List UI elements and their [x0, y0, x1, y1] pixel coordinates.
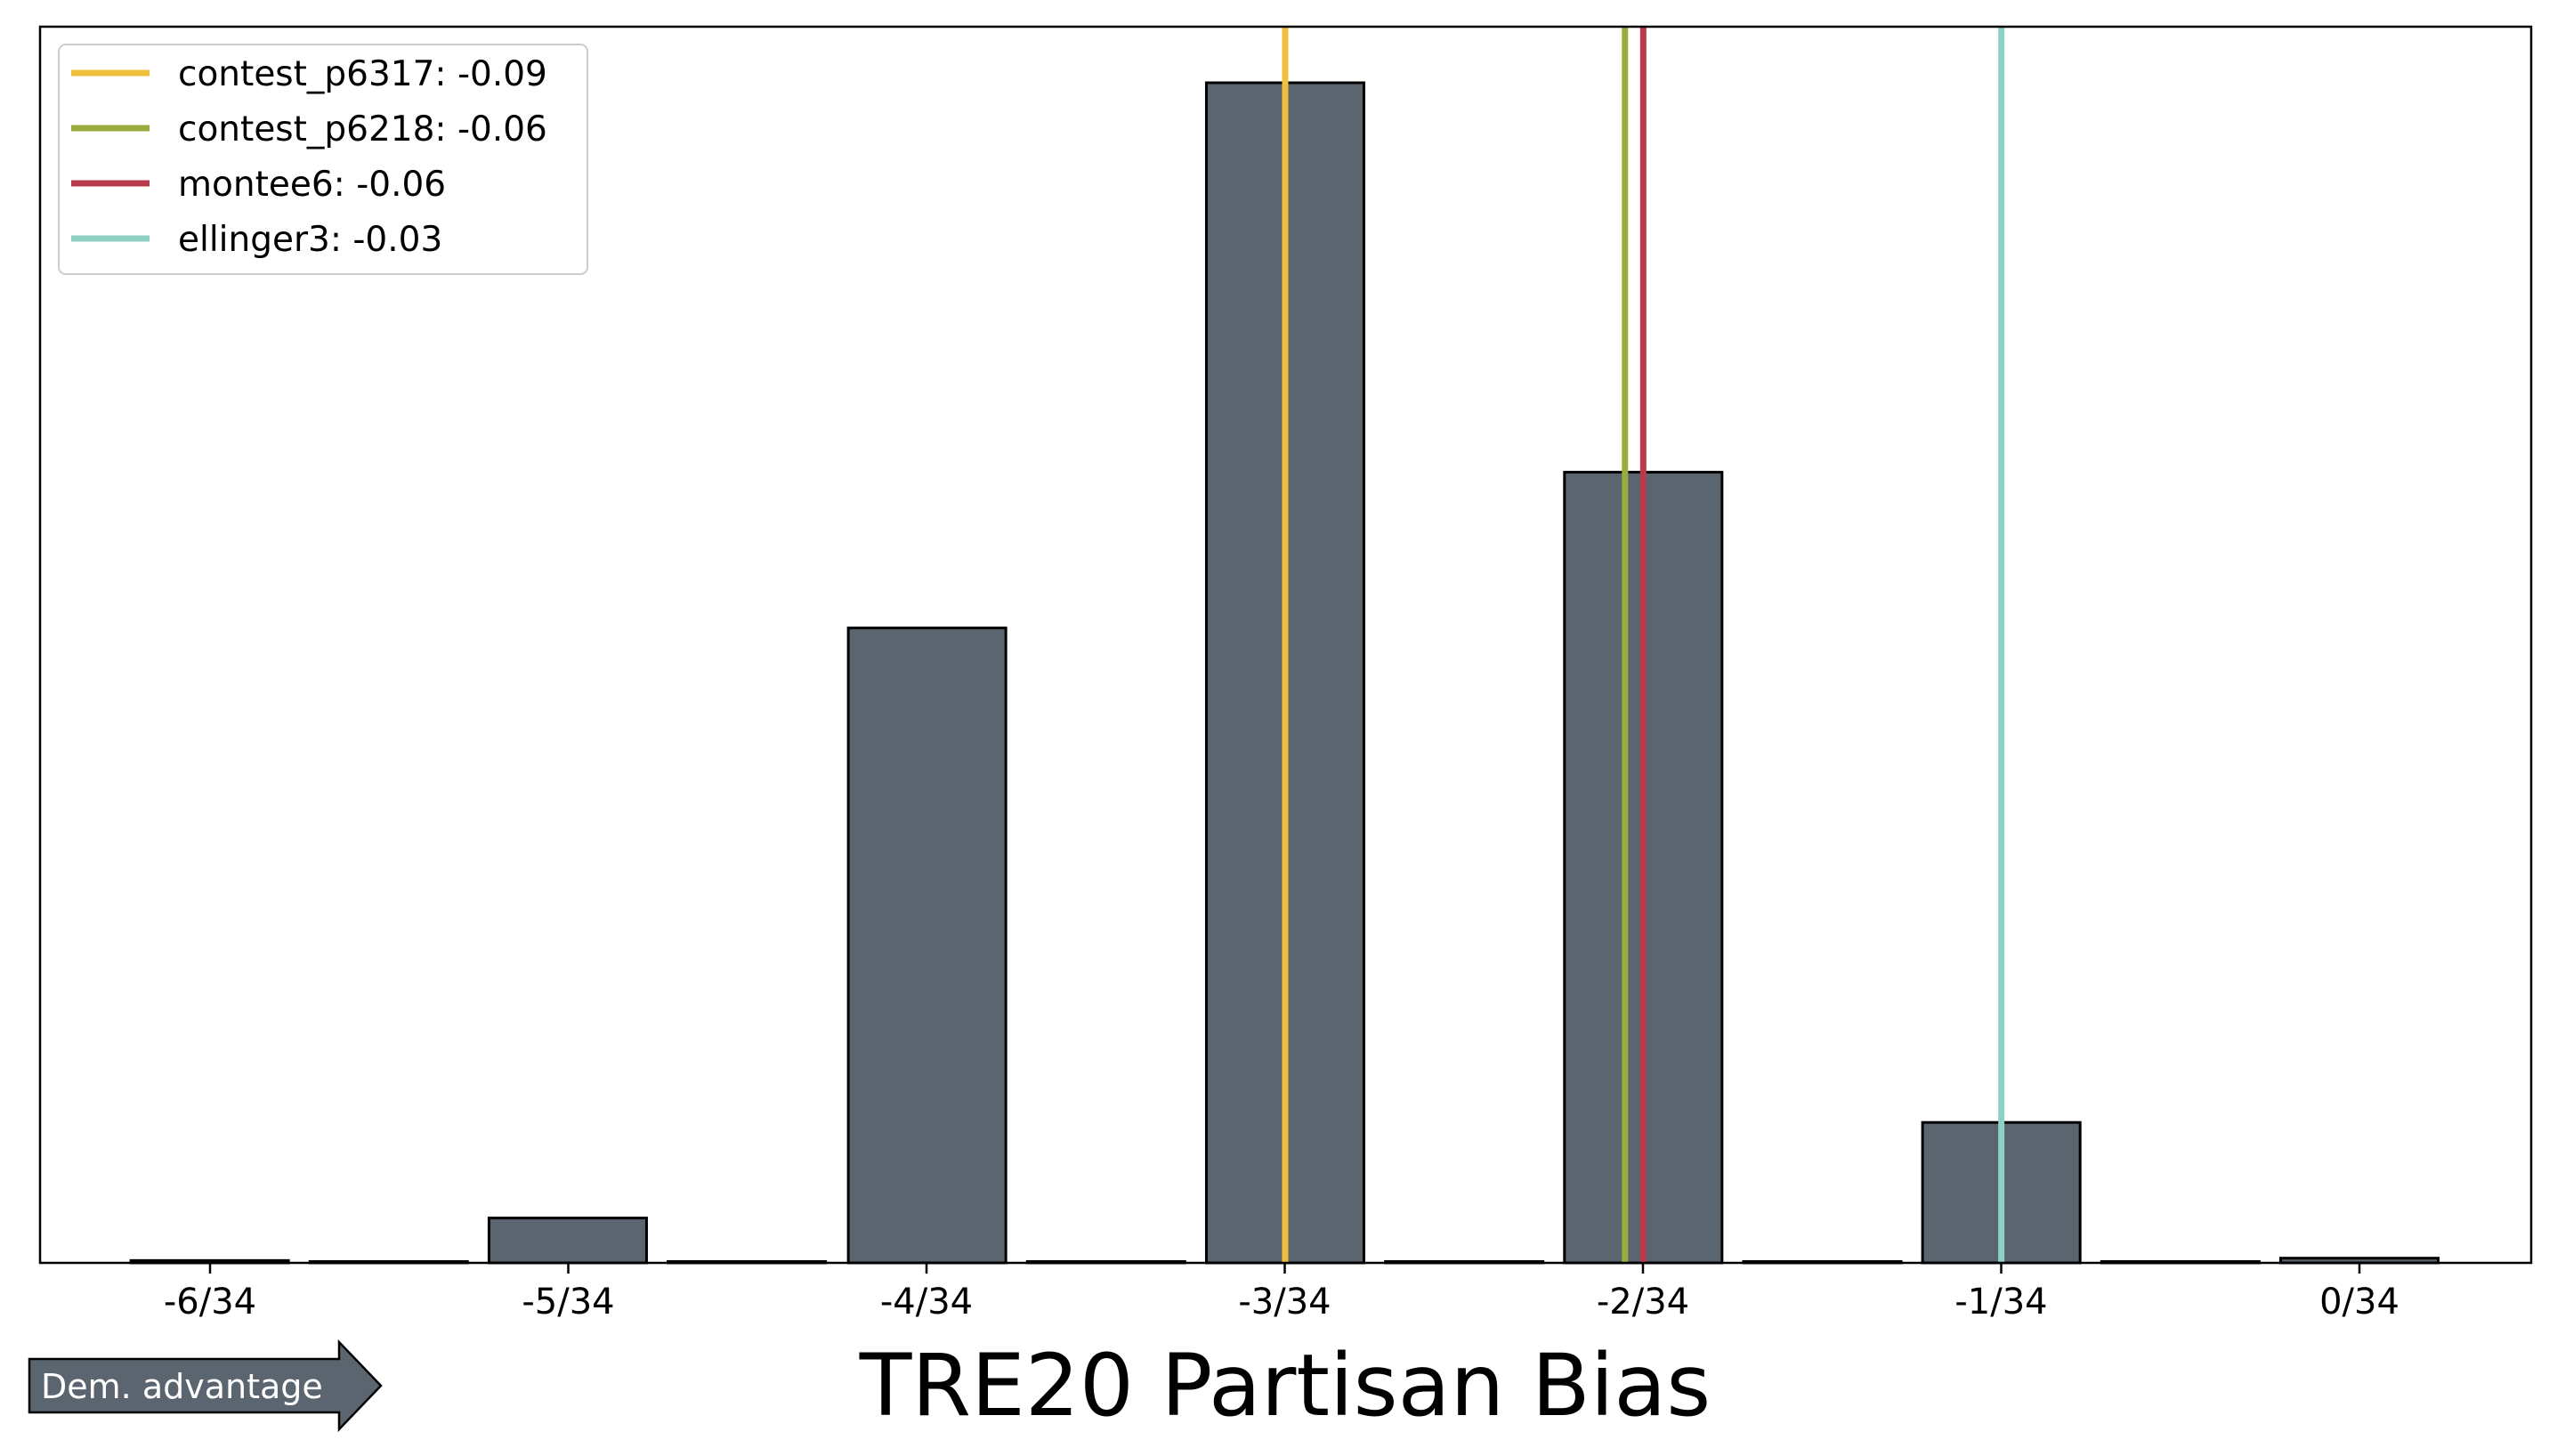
dem-advantage-arrow: Dem. advantage: [28, 1339, 383, 1433]
x-tick-label-1: -5/34: [522, 1282, 614, 1323]
x-tick-label-5: -1/34: [1954, 1282, 2047, 1323]
reference-lines-layer: [1282, 27, 2005, 1263]
legend-label-contest_p6317: contest_p6317: -0.09: [178, 54, 547, 94]
legend-label-montee6: montee6: -0.06: [178, 165, 446, 205]
legend-label-ellinger3: ellinger3: -0.03: [178, 220, 442, 260]
x-axis-label: TRE20 Partisan Bias: [859, 1336, 1711, 1436]
x-tick-label-3: -3/34: [1238, 1282, 1331, 1323]
legend: contest_p6317: -0.09 contest_p6218: -0.06…: [58, 44, 588, 275]
legend-label-contest_p6218: contest_p6218: -0.06: [178, 109, 547, 150]
legend-box: [58, 44, 588, 275]
arrow-label: Dem. advantage: [41, 1367, 323, 1406]
x-tick-label-6: 0/34: [2319, 1282, 2399, 1323]
x-tick-label-4: -2/34: [1597, 1282, 1689, 1323]
x-tick-label-0: -6/34: [164, 1282, 256, 1323]
x-axis-ticks: -6/34 -5/34 -4/34 -3/34 -2/34 -1/34 0/34: [164, 1263, 2399, 1323]
arrow-shape: [28, 1339, 383, 1433]
bar-4: [846, 627, 1007, 1265]
bar-2: [487, 1217, 648, 1265]
x-tick-label-2: -4/34: [880, 1282, 973, 1323]
